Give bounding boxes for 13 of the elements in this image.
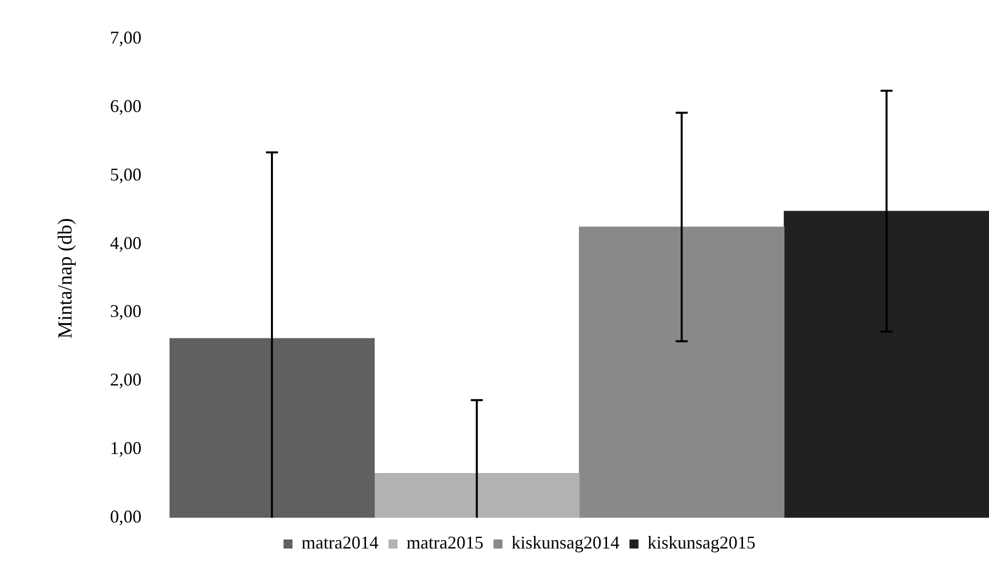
y-tick-label: 3,00 bbox=[110, 301, 142, 322]
y-tick-label: 1,00 bbox=[110, 438, 142, 458]
y-axis-title: Minta/nap (db) bbox=[54, 218, 76, 339]
y-tick-label: 4,00 bbox=[110, 232, 142, 253]
y-tick-label: 6,00 bbox=[110, 96, 142, 116]
y-tick-label: 2,00 bbox=[110, 370, 142, 390]
legend-label: matra2015 bbox=[406, 532, 484, 553]
legend-label: matra2014 bbox=[302, 532, 379, 553]
legend-label: kiskunsag2015 bbox=[647, 532, 756, 553]
y-tick-label: 5,00 bbox=[110, 164, 142, 184]
legend-label: kiskunsag2014 bbox=[511, 532, 620, 553]
y-tick-label: 7,00 bbox=[110, 28, 142, 48]
y-tick-label: 0,00 bbox=[110, 506, 142, 527]
